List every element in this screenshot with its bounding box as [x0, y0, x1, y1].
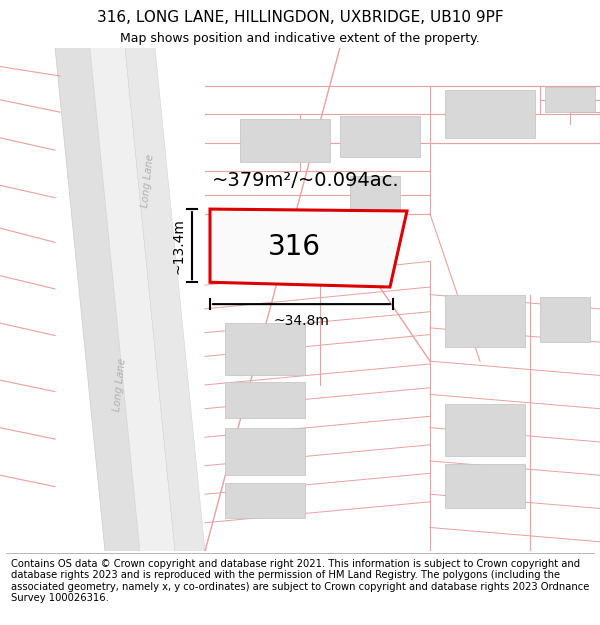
Polygon shape: [240, 119, 330, 161]
Polygon shape: [540, 296, 590, 342]
Polygon shape: [350, 176, 400, 209]
Polygon shape: [225, 382, 305, 418]
Polygon shape: [225, 428, 305, 475]
Text: Long Lane: Long Lane: [140, 153, 156, 208]
Text: Long Lane: Long Lane: [112, 357, 128, 412]
Text: Map shows position and indicative extent of the property.: Map shows position and indicative extent…: [120, 32, 480, 45]
Polygon shape: [320, 219, 365, 261]
Polygon shape: [445, 294, 525, 347]
Polygon shape: [445, 404, 525, 456]
Text: ~13.4m: ~13.4m: [172, 217, 186, 274]
Polygon shape: [340, 116, 420, 157]
Text: Contains OS data © Crown copyright and database right 2021. This information is : Contains OS data © Crown copyright and d…: [11, 559, 589, 603]
Polygon shape: [55, 48, 140, 551]
Text: ~34.8m: ~34.8m: [274, 314, 329, 328]
Polygon shape: [225, 323, 305, 376]
Polygon shape: [445, 90, 535, 138]
Polygon shape: [545, 88, 595, 112]
Text: 316, LONG LANE, HILLINGDON, UXBRIDGE, UB10 9PF: 316, LONG LANE, HILLINGDON, UXBRIDGE, UB…: [97, 11, 503, 26]
Polygon shape: [225, 214, 305, 271]
Polygon shape: [210, 209, 407, 287]
Polygon shape: [225, 483, 305, 518]
Text: ~379m²/~0.094ac.: ~379m²/~0.094ac.: [212, 171, 400, 190]
Polygon shape: [125, 48, 205, 551]
Polygon shape: [445, 464, 525, 509]
Text: 316: 316: [268, 233, 321, 261]
Polygon shape: [90, 48, 175, 551]
